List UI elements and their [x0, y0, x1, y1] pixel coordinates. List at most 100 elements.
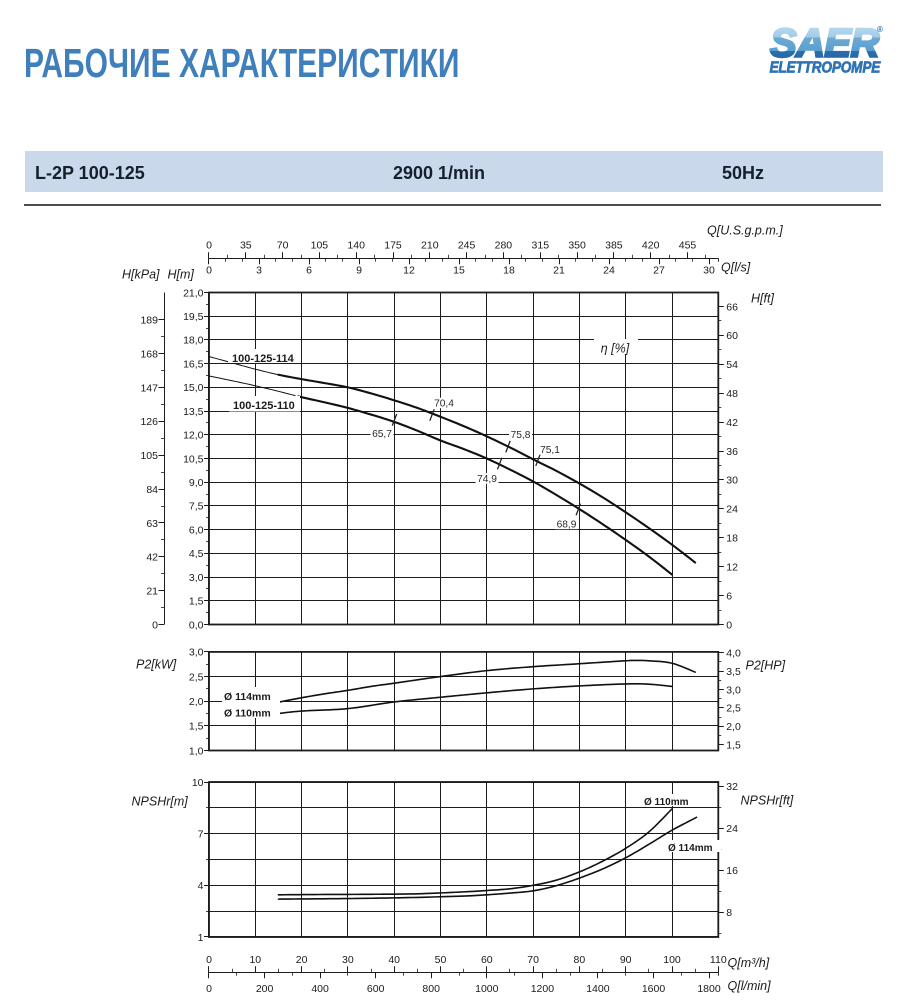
- svg-text:18,0: 18,0: [183, 335, 204, 347]
- svg-text:16,5: 16,5: [183, 359, 204, 371]
- svg-text:189: 189: [140, 315, 158, 327]
- svg-text:12,0: 12,0: [183, 430, 204, 442]
- svg-text:20: 20: [296, 954, 308, 966]
- svg-text:8: 8: [726, 907, 732, 919]
- svg-text:24: 24: [726, 823, 738, 835]
- svg-text:4,5: 4,5: [189, 548, 204, 560]
- svg-text:30: 30: [342, 954, 354, 966]
- svg-text:1200: 1200: [531, 983, 555, 995]
- svg-text:Q[U.S.g.p.m.]: Q[U.S.g.p.m.]: [707, 224, 783, 238]
- svg-text:1400: 1400: [586, 983, 610, 995]
- svg-text:30: 30: [726, 475, 738, 487]
- svg-text:P2[kW]: P2[kW]: [136, 658, 177, 672]
- svg-text:84: 84: [146, 484, 158, 496]
- svg-text:105: 105: [311, 239, 329, 251]
- svg-text:Q[l/s]: Q[l/s]: [721, 261, 751, 275]
- svg-text:13,5: 13,5: [183, 406, 204, 418]
- svg-text:10: 10: [249, 954, 261, 966]
- svg-text:21: 21: [146, 586, 158, 598]
- svg-text:1,5: 1,5: [189, 721, 204, 733]
- svg-text:70,4: 70,4: [434, 399, 454, 410]
- svg-text:0: 0: [726, 619, 732, 631]
- svg-text:60: 60: [481, 954, 493, 966]
- svg-text:SAER: SAER: [770, 22, 879, 66]
- svg-text:600: 600: [367, 983, 385, 995]
- svg-text:Q[m³/h]: Q[m³/h]: [728, 956, 770, 970]
- svg-text:0: 0: [152, 619, 158, 631]
- svg-text:75,8: 75,8: [511, 430, 531, 441]
- svg-text:10,5: 10,5: [183, 453, 204, 465]
- svg-text:65,7: 65,7: [372, 429, 392, 440]
- svg-text:19,5: 19,5: [183, 311, 204, 323]
- svg-text:2,5: 2,5: [726, 703, 741, 715]
- svg-text:54: 54: [726, 359, 738, 371]
- svg-text:210: 210: [421, 239, 439, 251]
- svg-text:NPSHr[ft]: NPSHr[ft]: [741, 794, 794, 808]
- svg-text:3,0: 3,0: [189, 572, 204, 584]
- svg-text:315: 315: [532, 239, 550, 251]
- svg-text:15: 15: [453, 265, 465, 277]
- svg-text:H[m]: H[m]: [168, 268, 195, 282]
- svg-text:ELETTROPOMPE: ELETTROPOMPE: [770, 60, 882, 77]
- svg-text:42: 42: [146, 552, 158, 564]
- svg-text:90: 90: [620, 954, 632, 966]
- svg-text:16: 16: [726, 865, 738, 877]
- svg-text:48: 48: [726, 388, 738, 400]
- svg-text:110: 110: [710, 954, 727, 966]
- svg-text:66: 66: [726, 301, 738, 313]
- svg-text:P2[HP]: P2[HP]: [746, 659, 786, 673]
- svg-text:0: 0: [206, 265, 212, 277]
- svg-text:74,9: 74,9: [477, 474, 497, 485]
- svg-text:10: 10: [192, 777, 204, 789]
- svg-text:Q[l/min]: Q[l/min]: [728, 979, 772, 993]
- svg-text:75,1: 75,1: [540, 445, 560, 456]
- svg-text:50: 50: [435, 954, 447, 966]
- svg-text:H[kPa]: H[kPa]: [122, 268, 160, 282]
- svg-text:0: 0: [206, 954, 212, 966]
- svg-text:420: 420: [642, 239, 660, 251]
- svg-text:3,0: 3,0: [189, 647, 204, 659]
- svg-text:245: 245: [458, 239, 476, 251]
- svg-text:1,5: 1,5: [726, 740, 741, 752]
- svg-text:32: 32: [726, 781, 738, 793]
- svg-text:1600: 1600: [642, 983, 666, 995]
- svg-text:NPSHr[m]: NPSHr[m]: [132, 795, 189, 809]
- svg-text:350: 350: [568, 239, 586, 251]
- svg-text:2,0: 2,0: [189, 696, 204, 708]
- svg-text:27: 27: [653, 265, 665, 277]
- svg-text:7: 7: [198, 829, 204, 841]
- svg-text:60: 60: [726, 330, 738, 342]
- svg-text:105: 105: [140, 450, 158, 462]
- svg-text:175: 175: [384, 239, 402, 251]
- svg-text:1: 1: [198, 932, 204, 944]
- svg-text:18: 18: [503, 265, 515, 277]
- svg-text:15,0: 15,0: [183, 382, 204, 394]
- svg-text:63: 63: [146, 518, 158, 530]
- svg-text:0: 0: [206, 983, 212, 995]
- svg-text:4: 4: [198, 880, 204, 892]
- svg-text:385: 385: [605, 239, 623, 251]
- svg-text:100-125-110: 100-125-110: [233, 400, 295, 412]
- svg-text:24: 24: [603, 265, 615, 277]
- svg-text:280: 280: [495, 239, 513, 251]
- svg-text:12: 12: [403, 265, 415, 277]
- svg-text:2,0: 2,0: [726, 721, 741, 733]
- svg-text:1,5: 1,5: [189, 596, 204, 608]
- svg-text:3,0: 3,0: [726, 684, 741, 696]
- svg-text:2,5: 2,5: [189, 671, 204, 683]
- svg-text:4,0: 4,0: [726, 648, 741, 660]
- svg-text:1,0: 1,0: [189, 745, 204, 757]
- svg-text:9: 9: [356, 265, 362, 277]
- svg-text:Ø 114mm: Ø 114mm: [668, 843, 713, 854]
- svg-text:100: 100: [663, 954, 681, 966]
- svg-text:30: 30: [703, 265, 715, 277]
- svg-text:70: 70: [527, 954, 539, 966]
- svg-text:68,9: 68,9: [557, 520, 577, 531]
- svg-text:6: 6: [726, 590, 732, 602]
- svg-text:42: 42: [726, 417, 738, 429]
- svg-text:126: 126: [140, 416, 158, 428]
- svg-text:Ø 114mm: Ø 114mm: [224, 691, 271, 703]
- svg-text:18: 18: [726, 533, 738, 545]
- svg-text:140: 140: [347, 239, 365, 251]
- svg-text:0: 0: [206, 239, 212, 251]
